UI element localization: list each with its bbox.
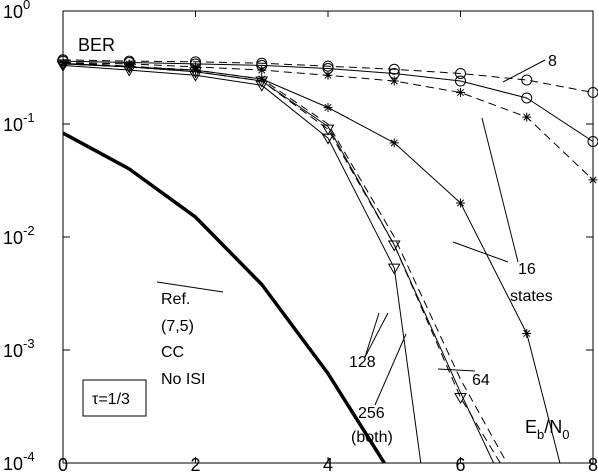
series-0-marker-7 (521, 92, 533, 104)
label-75: (7,5) (161, 318, 194, 335)
series-5-line (62, 63, 501, 464)
x-tick-label-1: 2 (190, 455, 200, 472)
y-tick-labels: 100 10-1 10-2 10-3 10-4 (3, 0, 35, 472)
axis-0-subscript: 0 (562, 427, 569, 442)
label-cc: CC (161, 344, 184, 361)
x-tick-label-4: 8 (588, 455, 598, 472)
series-2-marker-3 (257, 74, 267, 84)
series-0-line (62, 60, 594, 142)
series-7-line (62, 62, 508, 464)
y-tick-label-4: 10-4 (3, 449, 35, 472)
series-5-marker-4 (321, 124, 335, 136)
label-both: (both) (351, 429, 393, 446)
label-states: states (510, 288, 553, 305)
series-3-marker-1 (124, 59, 134, 69)
label-64: 64 (472, 372, 490, 389)
tau-label: τ=1/3 (92, 391, 130, 408)
series-4-marker-1 (122, 65, 136, 77)
label-ref: Ref. (161, 291, 190, 308)
series-5-marker-5 (387, 240, 401, 252)
axis-eb-n0-label: Eb/N0 (525, 417, 569, 442)
series-3-marker-2 (191, 62, 200, 72)
ber-label: BER (78, 35, 115, 55)
series-4-marker-5 (387, 263, 401, 275)
leader-128 (364, 312, 380, 358)
leader-8-states (502, 59, 546, 83)
x-tick-label-2: 4 (323, 455, 333, 472)
series-3-marker-4 (323, 70, 333, 80)
series-5-marker-6 (454, 392, 467, 404)
series-3-marker-3 (257, 65, 267, 75)
series-1-marker-7 (521, 74, 533, 86)
label-no-isi: No ISI (161, 371, 205, 388)
series-8-line (62, 131, 386, 464)
label-16: 16 (518, 261, 536, 278)
axis-b-subscript: b (537, 427, 544, 442)
label-256: 256 (358, 405, 385, 422)
y-tick-label-2: 10-2 (3, 223, 35, 248)
series-3-marker-7 (522, 112, 532, 122)
series-3-line (62, 62, 594, 181)
label-128: 128 (349, 354, 376, 371)
series-4-marker-2 (189, 70, 202, 82)
leader-lines (156, 59, 546, 406)
leader-64 (437, 368, 476, 372)
leader-16-states (481, 117, 519, 263)
leader-256 (374, 333, 407, 406)
y-tick-label-1: 10-1 (3, 110, 35, 135)
series-6-line (62, 62, 495, 464)
series-4-marker-3 (255, 80, 269, 92)
x-tick-labels: 0 2 4 6 8 (58, 455, 598, 472)
series-1-line (62, 59, 594, 93)
axis-slash-n: /N (544, 417, 562, 437)
series-1-marker-6 (455, 67, 466, 79)
tau-box (82, 379, 147, 417)
series-5-marker-2 (189, 67, 202, 79)
y-tick-label-0: 100 (3, 0, 30, 22)
series-2-marker-4 (323, 102, 333, 112)
tick-marks (62, 10, 594, 464)
x-tick-label-0: 0 (58, 455, 68, 472)
marker-layer (56, 54, 598, 404)
series-1-marker-5 (388, 63, 400, 75)
label-8-states: 8 (548, 53, 557, 70)
series-3-marker-5 (389, 76, 399, 86)
leader-128-2 (364, 312, 389, 358)
x-tick-label-3: 6 (455, 455, 465, 472)
series-2-marker-6 (456, 198, 465, 208)
series-2-marker-5 (389, 138, 399, 148)
series-3-marker-6 (456, 88, 465, 98)
leader-ref (156, 281, 224, 293)
series-5-marker-3 (255, 76, 269, 88)
y-tick-label-3: 10-3 (3, 336, 35, 361)
series-2-marker-7 (522, 328, 532, 338)
axis-e: E (525, 417, 537, 437)
series-5-marker-1 (122, 62, 136, 74)
series-0-marker-6 (455, 75, 466, 87)
leader-16-states-2 (452, 241, 509, 263)
